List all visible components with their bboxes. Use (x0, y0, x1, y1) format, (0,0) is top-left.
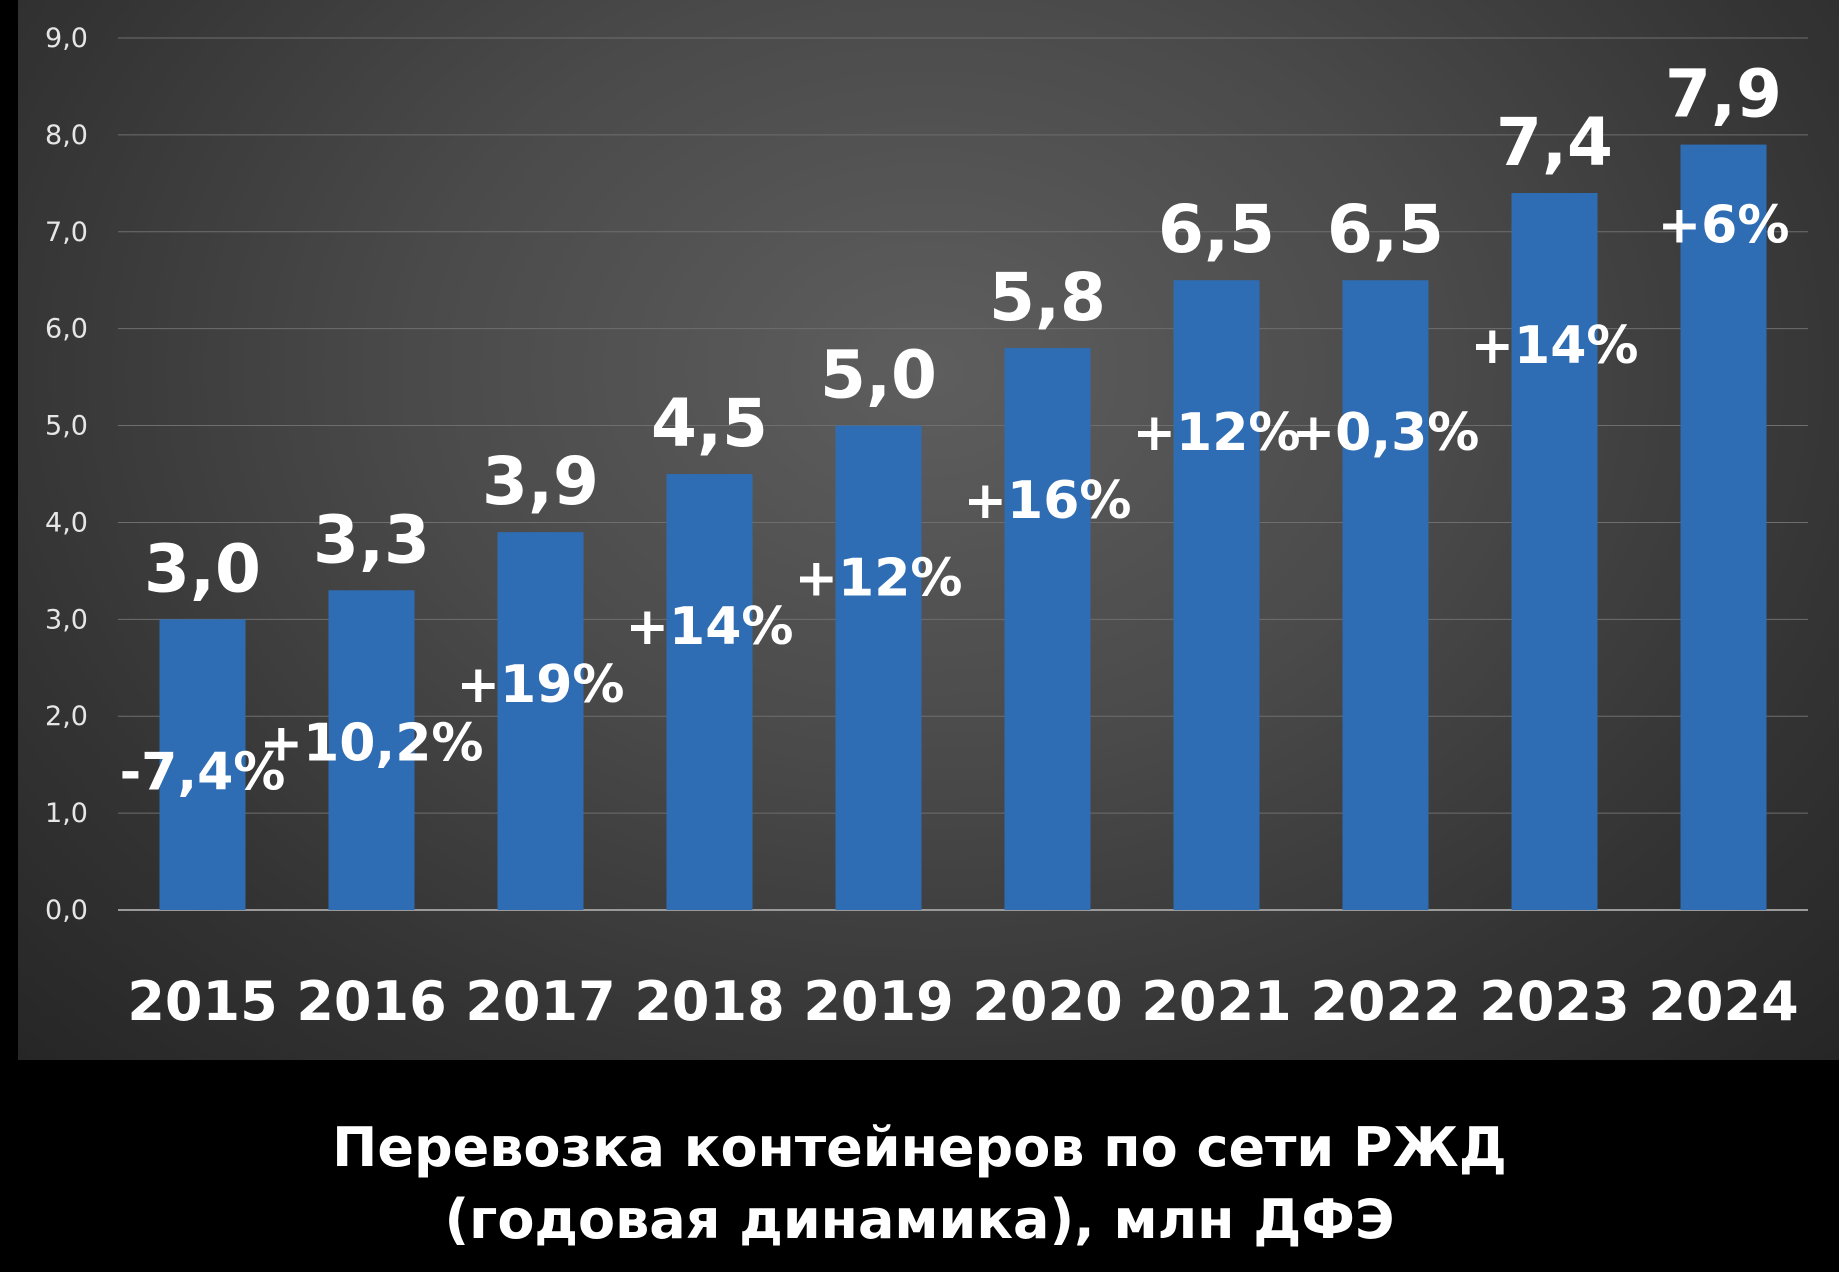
chart-title-line-2: (годовая динамика), млн ДФЭ (444, 1188, 1395, 1251)
bar-2015 (159, 619, 246, 910)
value-label: 5,8 (989, 259, 1106, 336)
value-label: 7,9 (1665, 56, 1782, 133)
change-label: +19% (456, 655, 624, 715)
x-tick-label: 2017 (465, 970, 615, 1033)
x-tick-label: 2024 (1648, 970, 1798, 1033)
y-tick-label: 7,0 (45, 217, 88, 248)
bar-2021 (1173, 280, 1260, 910)
y-tick-label: 8,0 (45, 120, 88, 151)
y-tick-label: 2,0 (45, 701, 88, 732)
x-tick-label: 2016 (296, 970, 446, 1033)
y-axis-ticks: 0,0 1,0 2,0 3,0 4,0 5,0 6,0 7,0 8,0 9,0 (45, 23, 88, 926)
y-tick-label: 4,0 (45, 507, 88, 538)
x-tick-label: 2019 (803, 970, 953, 1033)
change-label: +14% (1470, 316, 1638, 376)
bars (159, 144, 1767, 911)
change-label: +10,2% (260, 713, 484, 773)
value-label: 3,9 (482, 443, 599, 520)
value-label: 5,0 (820, 337, 937, 414)
value-label: 3,0 (144, 530, 261, 607)
change-label: +16% (963, 471, 1131, 531)
x-tick-label: 2015 (127, 970, 277, 1033)
bar-2020 (1004, 348, 1091, 910)
x-tick-label: 2022 (1310, 970, 1460, 1033)
bar-2022 (1342, 280, 1429, 910)
change-label: +0,3% (1292, 403, 1480, 463)
change-label: +12% (794, 549, 962, 609)
bar-2024 (1680, 144, 1767, 911)
x-tick-label: 2018 (634, 970, 784, 1033)
y-tick-label: 3,0 (45, 604, 88, 635)
x-tick-label: 2021 (1141, 970, 1291, 1033)
x-axis-ticks: 2015 2016 2017 2018 2019 2020 2021 2022 2023 2024 (127, 970, 1798, 1033)
bar-chart: 0,01,02,03,04,05,06,07,08,09,0 2015 2016 2… (45, 23, 1808, 1033)
change-label: +14% (625, 597, 793, 657)
bar-2023 (1511, 193, 1598, 910)
bar-2017 (497, 532, 584, 910)
bar-2016 (328, 590, 415, 910)
value-label: 3,3 (313, 501, 430, 578)
y-tick-label: 9,0 (45, 23, 88, 54)
value-label: 6,5 (1158, 191, 1275, 268)
change-label: -7,4% (120, 742, 286, 802)
value-label: 7,4 (1496, 104, 1613, 181)
y-tick-label: 1,0 (45, 798, 88, 829)
value-label: 6,5 (1327, 191, 1444, 268)
x-tick-label: 2020 (972, 970, 1122, 1033)
bar-2018 (666, 474, 753, 910)
y-tick-label: 6,0 (45, 314, 88, 345)
change-label: +12% (1132, 403, 1300, 463)
chart-title-line-1: Перевозка контейнеров по сети РЖД (332, 1116, 1507, 1179)
x-tick-label: 2023 (1479, 970, 1629, 1033)
data-labels: 3,0 -7,4% 3,3 +10,2% 3,9 +19% 4,5 +14% 5,0 +12% 5,… (120, 56, 1790, 803)
chart-title: Перевозка контейнеров по сети РЖД (годов… (0, 1112, 1839, 1256)
change-label: +6% (1658, 196, 1790, 256)
y-tick-label: 5,0 (45, 411, 88, 442)
value-label: 4,5 (651, 385, 768, 462)
bar-2019 (835, 425, 922, 910)
chart-area: 0,0 1,0 2,0 3,0 4,0 5,0 6,0 7,0 8,0 9,0 2015 2016 2… (18, 0, 1839, 1060)
y-tick-label: 0,0 (45, 895, 88, 926)
